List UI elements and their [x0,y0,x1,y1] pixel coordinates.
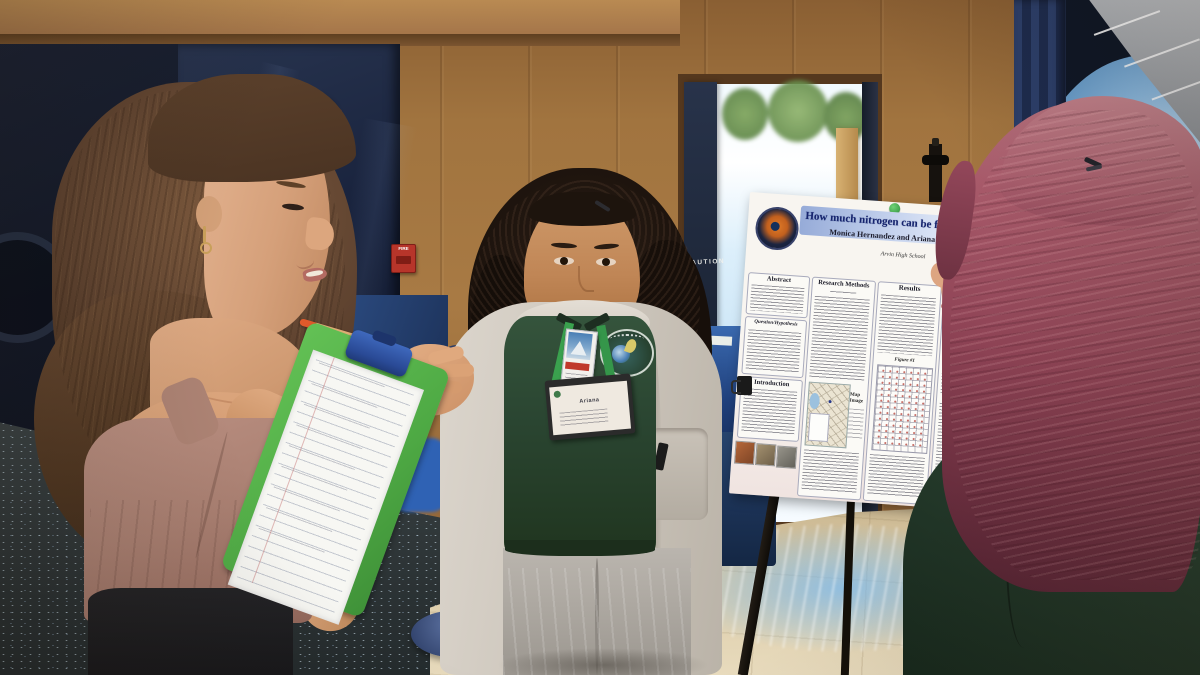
results-header: Results [898,283,921,294]
pants-center-seam [595,558,599,675]
wall-top-light [0,0,680,34]
middle-person-shadow [498,648,708,675]
poster-section-abstract: Abstract [745,272,811,319]
gold-earring [203,226,206,243]
tree-blob [722,88,768,140]
poster-photo-1 [734,440,756,465]
black-pants [88,588,293,675]
polo-hem-shadow [505,540,655,556]
question-text-lines [745,329,802,373]
easel-top-knob [922,155,949,165]
poster-photo-3 [775,445,798,469]
badge-name: Ariana [579,397,600,405]
wall-top-trim [0,34,680,46]
abstract-text-lines [749,284,805,314]
iris [560,257,568,265]
easel-top-pole [929,144,942,202]
middle-pants [503,548,691,675]
question-header: Question/Hypothesis [754,318,798,328]
left-hair-top-front [148,74,356,182]
iris [602,258,610,266]
badge-logo-dot [553,390,562,399]
fire-alarm-handle [396,256,411,264]
poster-school-logo-icon [754,205,800,252]
gold-earring-drop [200,242,212,254]
poster-section-question: Question/Hypothesis [741,315,808,379]
poster-photo-row [734,440,798,469]
easel-top-screw [932,138,939,146]
name-badge: Ariana [544,373,636,441]
methods-subhead [830,290,857,296]
pass-photo-sky [566,331,593,361]
pass-red-stripe [564,361,590,372]
strand-lines [950,110,1200,580]
patch-arc-text [610,334,644,344]
right-hair-strand-texture [950,110,1200,580]
results-text-lines [877,294,937,357]
figure-table [871,364,934,454]
fire-alarm-label: FIRE [398,246,409,252]
binder-clip-handle [731,380,741,394]
fire-alarm: FIRE [391,244,416,273]
middle-eye-left [554,257,574,265]
map-caption-lines [847,408,865,440]
poster-photo-2 [754,443,777,467]
methods-text-lines [809,295,870,382]
left-ear [196,196,222,232]
badge-text-lines [559,408,609,427]
methods-header: Research Methods [817,278,870,290]
methods-text-lines-2 [801,449,860,494]
badge-card: Ariana [549,380,632,436]
tree-blob [768,80,828,142]
middle-eye-right [596,258,616,266]
middle-nose-shading [578,266,594,292]
results-text-lines-2 [867,454,925,498]
map-image [804,381,851,449]
introduction-text-lines [741,388,798,436]
table-red-entries [874,367,930,451]
map-callout [807,412,830,443]
pass-mountain [570,340,588,356]
cardigan-pocket [648,428,708,520]
map-image-label: Map Image [849,392,864,405]
pants-wrinkles [503,568,691,675]
middle-hairline-shadow [528,192,636,226]
binder-clip [731,376,752,395]
logo-inner-dot [770,221,780,232]
